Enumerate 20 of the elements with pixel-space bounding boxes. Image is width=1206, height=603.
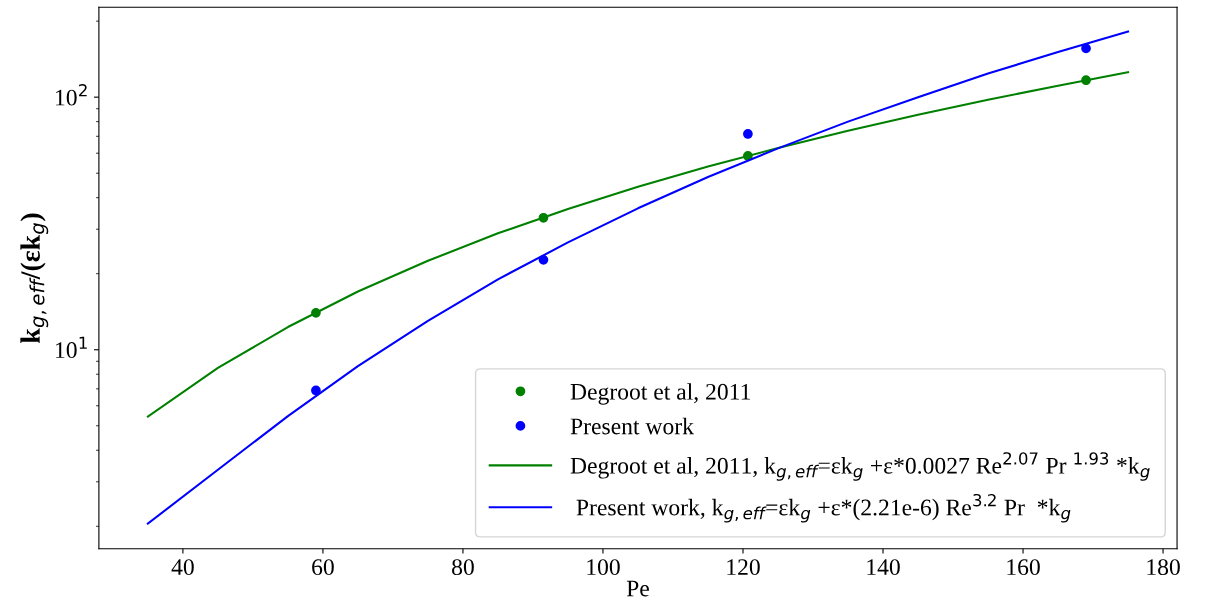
line-series (146, 71, 1130, 418)
text: Degroot et al, 2011, k$_{g,eff}$=εk$_{g}$ +ε*0.0027 Re$^{2.07}$ Pr $^{1.93}$ *k$_{g}$ (570, 452, 1150, 481)
legend-label: Degroot et al, 2011 (570, 383, 750, 405)
x-tick-label: 60 (312, 559, 334, 576)
y-axis-title: k$_{g,eff}$/(εk$_{g}$) (20, 213, 49, 343)
x-axis-title: Pe (626, 580, 649, 597)
x-tick-label: 40 (171, 559, 194, 576)
x-tick-label: 140 (867, 559, 900, 576)
x-tick-label: 80 (452, 559, 474, 576)
x-tick-label: 120 (727, 559, 760, 576)
point (1081, 43, 1091, 54)
legend-label: Present work (570, 417, 694, 435)
y-tick-label: 10$^{2}$ (56, 84, 87, 106)
point (743, 129, 753, 139)
y-tick-label: 10$^{1}$ (56, 336, 87, 359)
legend-label: Present work, k$_{g,eff}$=εk$_{g}$ +ε*(2.21e-6) Re$^{3.2}$ Pr *k$_{g}$ (576, 493, 1071, 523)
x-tick-label: 100 (587, 559, 620, 576)
x-tick-label: 160 (1007, 559, 1040, 576)
x-tick-label: 180 (1147, 559, 1180, 576)
point (311, 385, 321, 396)
